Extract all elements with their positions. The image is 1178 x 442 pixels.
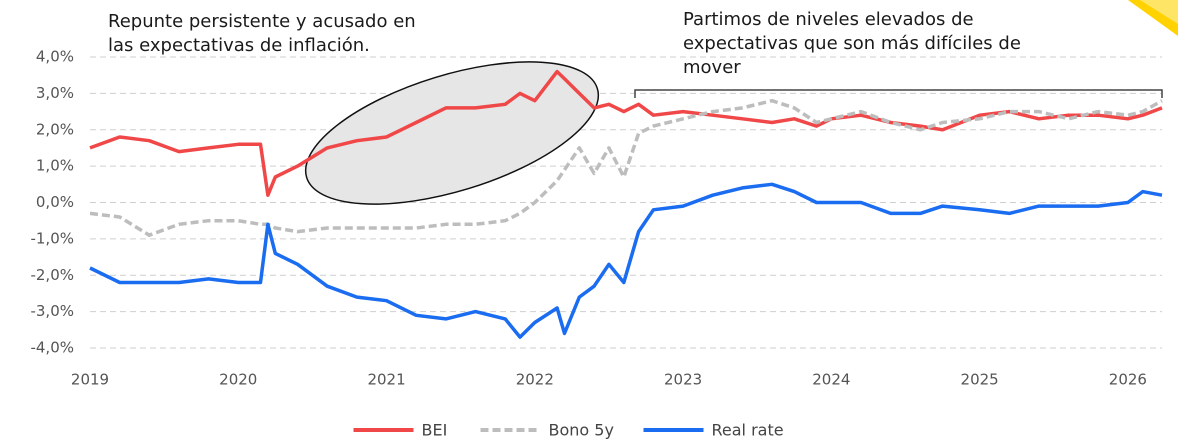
y-tick-label: 3,0% — [36, 84, 74, 102]
x-tick-label: 2019 — [71, 371, 109, 389]
y-tick-label: 0,0% — [36, 193, 74, 211]
x-tick-label: 2022 — [516, 371, 554, 389]
x-tick-label: 2026 — [1109, 371, 1147, 389]
x-tick-label: 2025 — [961, 371, 999, 389]
y-tick-label: -2,0% — [30, 266, 74, 284]
x-tick-label: 2024 — [812, 371, 850, 389]
annotation: Partimos de niveles elevados de — [683, 9, 974, 30]
corner-decoration — [1140, 0, 1178, 24]
legend-label: Real rate — [712, 421, 784, 440]
legend-label: Bono 5y — [549, 421, 614, 440]
series-line — [89, 182, 1163, 339]
legend-label: BEI — [422, 421, 448, 440]
y-tick-label: 2,0% — [36, 120, 74, 138]
x-tick-label: 2023 — [664, 371, 702, 389]
y-tick-label: -4,0% — [30, 339, 74, 357]
y-tick-label: -3,0% — [30, 302, 74, 320]
y-tick-label: -1,0% — [30, 229, 74, 247]
series-line — [89, 69, 1163, 197]
y-tick-label: 4,0% — [36, 48, 74, 66]
annotation: mover — [683, 57, 741, 78]
bracket — [634, 89, 1163, 98]
annotation: las expectativas de inflación. — [108, 35, 370, 56]
annotation: Repunte persistente y acusado en — [108, 11, 416, 32]
x-tick-label: 2020 — [219, 371, 257, 389]
x-tick-label: 2021 — [367, 371, 405, 389]
y-tick-label: 1,0% — [36, 157, 74, 175]
series-line — [89, 98, 1163, 237]
annotation: expectativas que son más difíciles de — [683, 33, 1021, 54]
